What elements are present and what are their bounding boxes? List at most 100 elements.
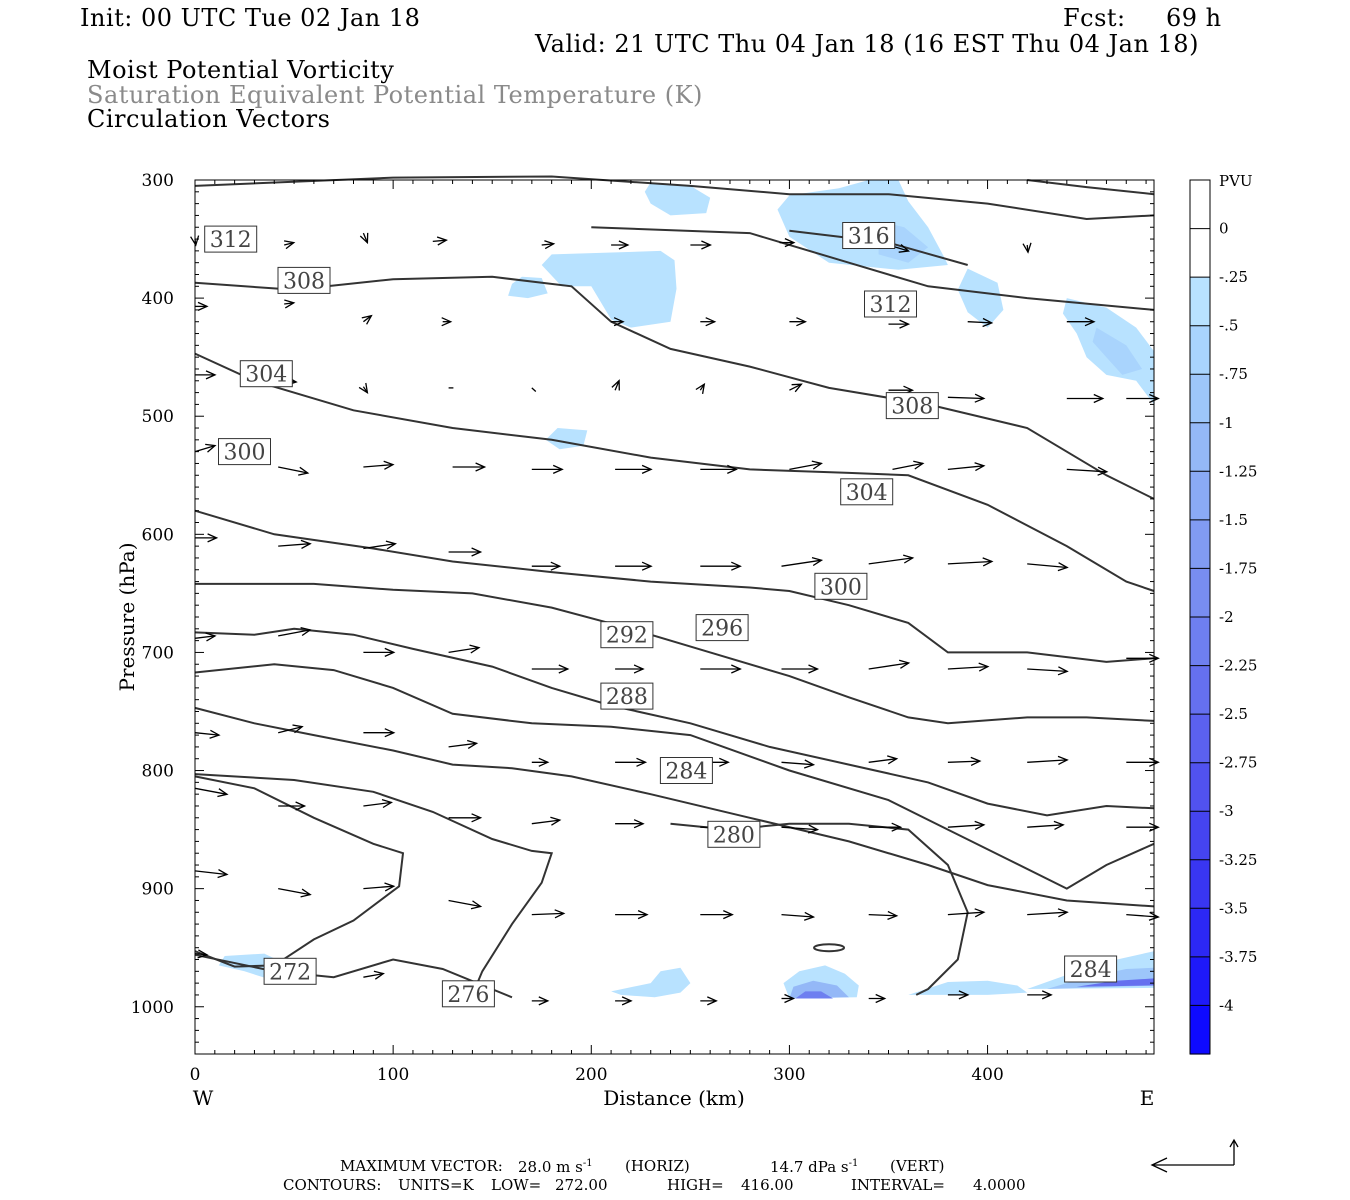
vector-head bbox=[1149, 393, 1160, 404]
vector-head bbox=[550, 816, 562, 826]
vector-head bbox=[784, 993, 796, 1004]
contour-label: 280 bbox=[707, 820, 761, 848]
contour-label-box bbox=[263, 957, 317, 985]
circulation-vector bbox=[194, 869, 229, 879]
vector-head bbox=[1057, 562, 1069, 572]
circulation-vector bbox=[363, 728, 396, 738]
vector-head bbox=[611, 379, 620, 391]
vector-head bbox=[803, 759, 816, 769]
vector-head bbox=[641, 464, 653, 474]
circulation-vector bbox=[868, 822, 903, 832]
vector-head bbox=[373, 970, 385, 980]
circulation-vector bbox=[947, 662, 990, 672]
circulation-vector bbox=[781, 911, 816, 921]
circulation-vector bbox=[611, 379, 620, 391]
contour-label: 272 bbox=[263, 957, 317, 985]
colorbar-swatch bbox=[1190, 471, 1210, 521]
contour-high-value: 416.00 bbox=[741, 1176, 794, 1194]
contour-label-box bbox=[885, 392, 939, 420]
vector-head bbox=[361, 314, 373, 325]
circulation-vector bbox=[1126, 393, 1160, 404]
colorbar-label: -1 bbox=[1219, 414, 1234, 432]
pv-region bbox=[611, 967, 691, 998]
vector-shaft bbox=[363, 543, 396, 550]
circulation-vector bbox=[531, 996, 550, 1006]
vector-head bbox=[300, 626, 312, 637]
vector-head bbox=[731, 561, 742, 571]
vector-head bbox=[550, 561, 562, 571]
contour-label: 312 bbox=[864, 290, 917, 318]
colorbar-swatch bbox=[1190, 859, 1210, 909]
circulation-vector bbox=[194, 949, 209, 959]
vector-shaft bbox=[614, 380, 620, 391]
circulation-vector bbox=[531, 464, 564, 474]
circulation-vector bbox=[363, 540, 397, 550]
vector-head bbox=[811, 556, 824, 567]
vector-shaft bbox=[947, 560, 992, 565]
circulation-vector bbox=[1027, 990, 1053, 1000]
vector-head bbox=[637, 910, 649, 920]
circulation-vector bbox=[531, 561, 562, 571]
circulation-vector bbox=[1126, 653, 1160, 663]
vector-head bbox=[982, 317, 994, 328]
vector-head bbox=[974, 462, 986, 472]
contour-label-text: 308 bbox=[283, 269, 325, 294]
vector-head bbox=[383, 460, 395, 470]
circulation-vector bbox=[611, 317, 625, 327]
circulation-vector bbox=[888, 319, 911, 329]
vector-head bbox=[471, 813, 483, 823]
colorbar-swatch bbox=[1190, 422, 1210, 472]
circulation-vector bbox=[700, 996, 718, 1006]
vector-head bbox=[295, 801, 307, 811]
x-west-label: W bbox=[193, 1086, 214, 1110]
vector-shaft bbox=[947, 760, 980, 763]
vector-shaft bbox=[278, 466, 308, 474]
circulation-vector bbox=[947, 756, 982, 766]
field-title-theta: Saturation Equivalent Potential Temperat… bbox=[87, 81, 703, 109]
vector-head bbox=[899, 319, 911, 329]
colorbar-swatch bbox=[1190, 325, 1210, 375]
circulation-vector bbox=[283, 240, 296, 250]
vector-head bbox=[899, 659, 911, 669]
contour-label-text: 284 bbox=[1070, 958, 1112, 983]
contour-label-box bbox=[239, 360, 293, 388]
vector-shaft bbox=[278, 543, 311, 547]
circulation-vector bbox=[452, 462, 487, 472]
contour-label-text: 304 bbox=[245, 363, 287, 388]
circulation-vector bbox=[541, 240, 556, 250]
circulation-vector bbox=[789, 460, 823, 471]
vector-shaft bbox=[363, 315, 372, 323]
pv-region bbox=[644, 182, 711, 216]
vector-shaft bbox=[868, 557, 913, 565]
circulation-vector bbox=[278, 801, 307, 811]
circulation-vector bbox=[789, 317, 808, 327]
vector-head bbox=[1057, 908, 1069, 918]
contour-units: UNITS=K bbox=[398, 1176, 474, 1194]
vector-shaft bbox=[531, 912, 564, 916]
vector-head bbox=[796, 317, 808, 327]
circulation-vector bbox=[448, 899, 483, 910]
vector-shaft bbox=[781, 826, 818, 831]
colorbar-label: -3.5 bbox=[1219, 899, 1248, 917]
vector-head bbox=[205, 370, 217, 380]
vector-head bbox=[1057, 755, 1069, 765]
colorbar-label: -3 bbox=[1219, 802, 1234, 820]
vector-head bbox=[1084, 317, 1096, 327]
circulation-vector bbox=[531, 816, 562, 826]
contour-label-text: 272 bbox=[269, 960, 311, 985]
vector-head bbox=[538, 996, 550, 1006]
circulation-vector bbox=[363, 882, 396, 892]
vector-shaft bbox=[448, 646, 480, 654]
vector-shaft bbox=[362, 232, 368, 243]
contour-label-text: 276 bbox=[447, 983, 489, 1008]
vector-shaft bbox=[1027, 911, 1068, 916]
vector-shaft bbox=[1027, 668, 1068, 673]
circulation-vector bbox=[531, 757, 550, 767]
circulation-vector bbox=[531, 664, 570, 674]
pv-region bbox=[795, 991, 833, 999]
max-vector-label: MAXIMUM VECTOR: bbox=[340, 1157, 503, 1175]
vector-shaft bbox=[194, 635, 216, 639]
vector-shaft bbox=[789, 383, 802, 391]
vector-head bbox=[613, 317, 625, 327]
